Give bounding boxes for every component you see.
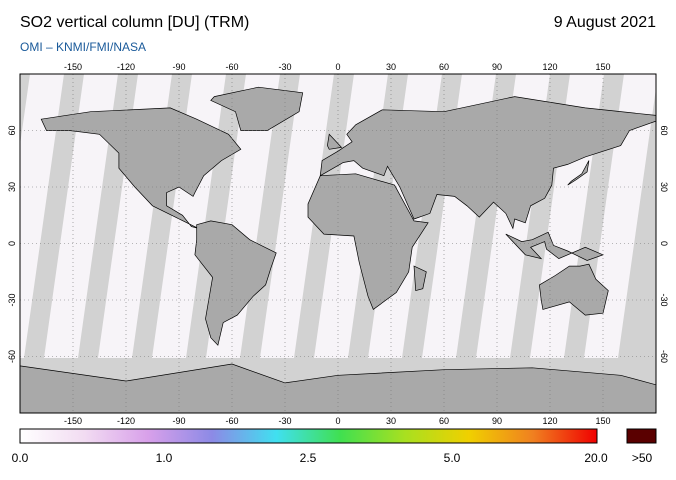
- lat-tick-label-right: -60: [659, 350, 669, 363]
- lat-tick-label-left: 30: [7, 182, 17, 192]
- lat-tick-label-left: -60: [7, 350, 17, 363]
- lon-tick-label-bottom: 0: [335, 416, 340, 426]
- map-area: [20, 74, 656, 413]
- colorbar-gradient: [19, 428, 598, 444]
- land-shape: [20, 363, 656, 413]
- lon-tick-label-bottom: 30: [386, 416, 396, 426]
- lon-tick-label-bottom: -120: [117, 416, 135, 426]
- land-shape: [327, 133, 343, 150]
- lon-tick-label-top: 0: [335, 62, 340, 72]
- lon-tick-label-bottom: -90: [172, 416, 185, 426]
- colorbar-label-4: 20.0: [584, 451, 608, 465]
- lon-tick-label-top: -90: [172, 62, 185, 72]
- colorbar-overflow-label: >50: [631, 451, 653, 465]
- title: SO2 vertical column [DU] (TRM): [20, 14, 250, 31]
- land-shape: [567, 160, 590, 186]
- lon-tick-label-top: -120: [117, 62, 135, 72]
- gridlines: [20, 74, 656, 413]
- colorbar-label-3: 5.0: [443, 451, 461, 465]
- lat-tick-label-right: 30: [659, 182, 669, 192]
- land-shape: [40, 107, 242, 229]
- lat-tick-label-left: -30: [7, 293, 17, 306]
- land-shape: [539, 263, 609, 316]
- lon-tick-label-top: 60: [439, 62, 449, 72]
- land-shape: [505, 231, 604, 261]
- land-shape: [319, 96, 656, 230]
- lon-tick-label-top: 30: [386, 62, 396, 72]
- lat-tick-label-left: 0: [7, 241, 17, 246]
- map-frame: [19, 73, 657, 414]
- lon-tick-label-bottom: 60: [439, 416, 449, 426]
- lat-tick-label-right: 0: [659, 241, 669, 246]
- swath-band: [260, 74, 334, 358]
- land-masses: [20, 86, 656, 413]
- land-shape: [307, 173, 429, 310]
- lon-tick-label-bottom: -150: [64, 416, 82, 426]
- land-shape: [413, 265, 427, 292]
- lon-tick-label-top: -30: [278, 62, 291, 72]
- credit-label: OMI – KNMI/FMI/NASA: [20, 40, 147, 54]
- lon-tick-label-top: -150: [64, 62, 82, 72]
- swath-band: [20, 74, 64, 358]
- lon-tick-label-bottom: -30: [278, 416, 291, 426]
- colorbar-label-2: 2.5: [299, 451, 317, 465]
- lon-tick-label-top: -60: [225, 62, 238, 72]
- land-shape: [194, 220, 277, 346]
- colorbar-label-1: 1.0: [155, 451, 173, 465]
- land-shape: [210, 86, 304, 131]
- colorbar-label-0: 0.0: [11, 451, 29, 465]
- swath-band: [44, 74, 118, 358]
- lat-tick-label-right: -30: [659, 293, 669, 306]
- lon-tick-label-bottom: 150: [595, 416, 610, 426]
- lon-tick-label-bottom: 90: [492, 416, 502, 426]
- lon-tick-label-bottom: -60: [225, 416, 238, 426]
- lat-tick-label-right: 60: [659, 125, 669, 135]
- lon-tick-label-bottom: 120: [542, 416, 557, 426]
- lon-tick-label-top: 150: [595, 62, 610, 72]
- date-label: 9 August 2021: [553, 14, 656, 31]
- lon-tick-label-top: 90: [492, 62, 502, 72]
- lat-tick-label-left: 60: [7, 125, 17, 135]
- colorbar: [19, 428, 657, 444]
- lon-tick-label-top: 120: [542, 62, 557, 72]
- axis-ticks: -150 -150 -120 -120 -90 -90 -60 -60 -30 -30 0 0 30 30…: [7, 62, 669, 426]
- colorbar-overflow-swatch: [626, 428, 657, 444]
